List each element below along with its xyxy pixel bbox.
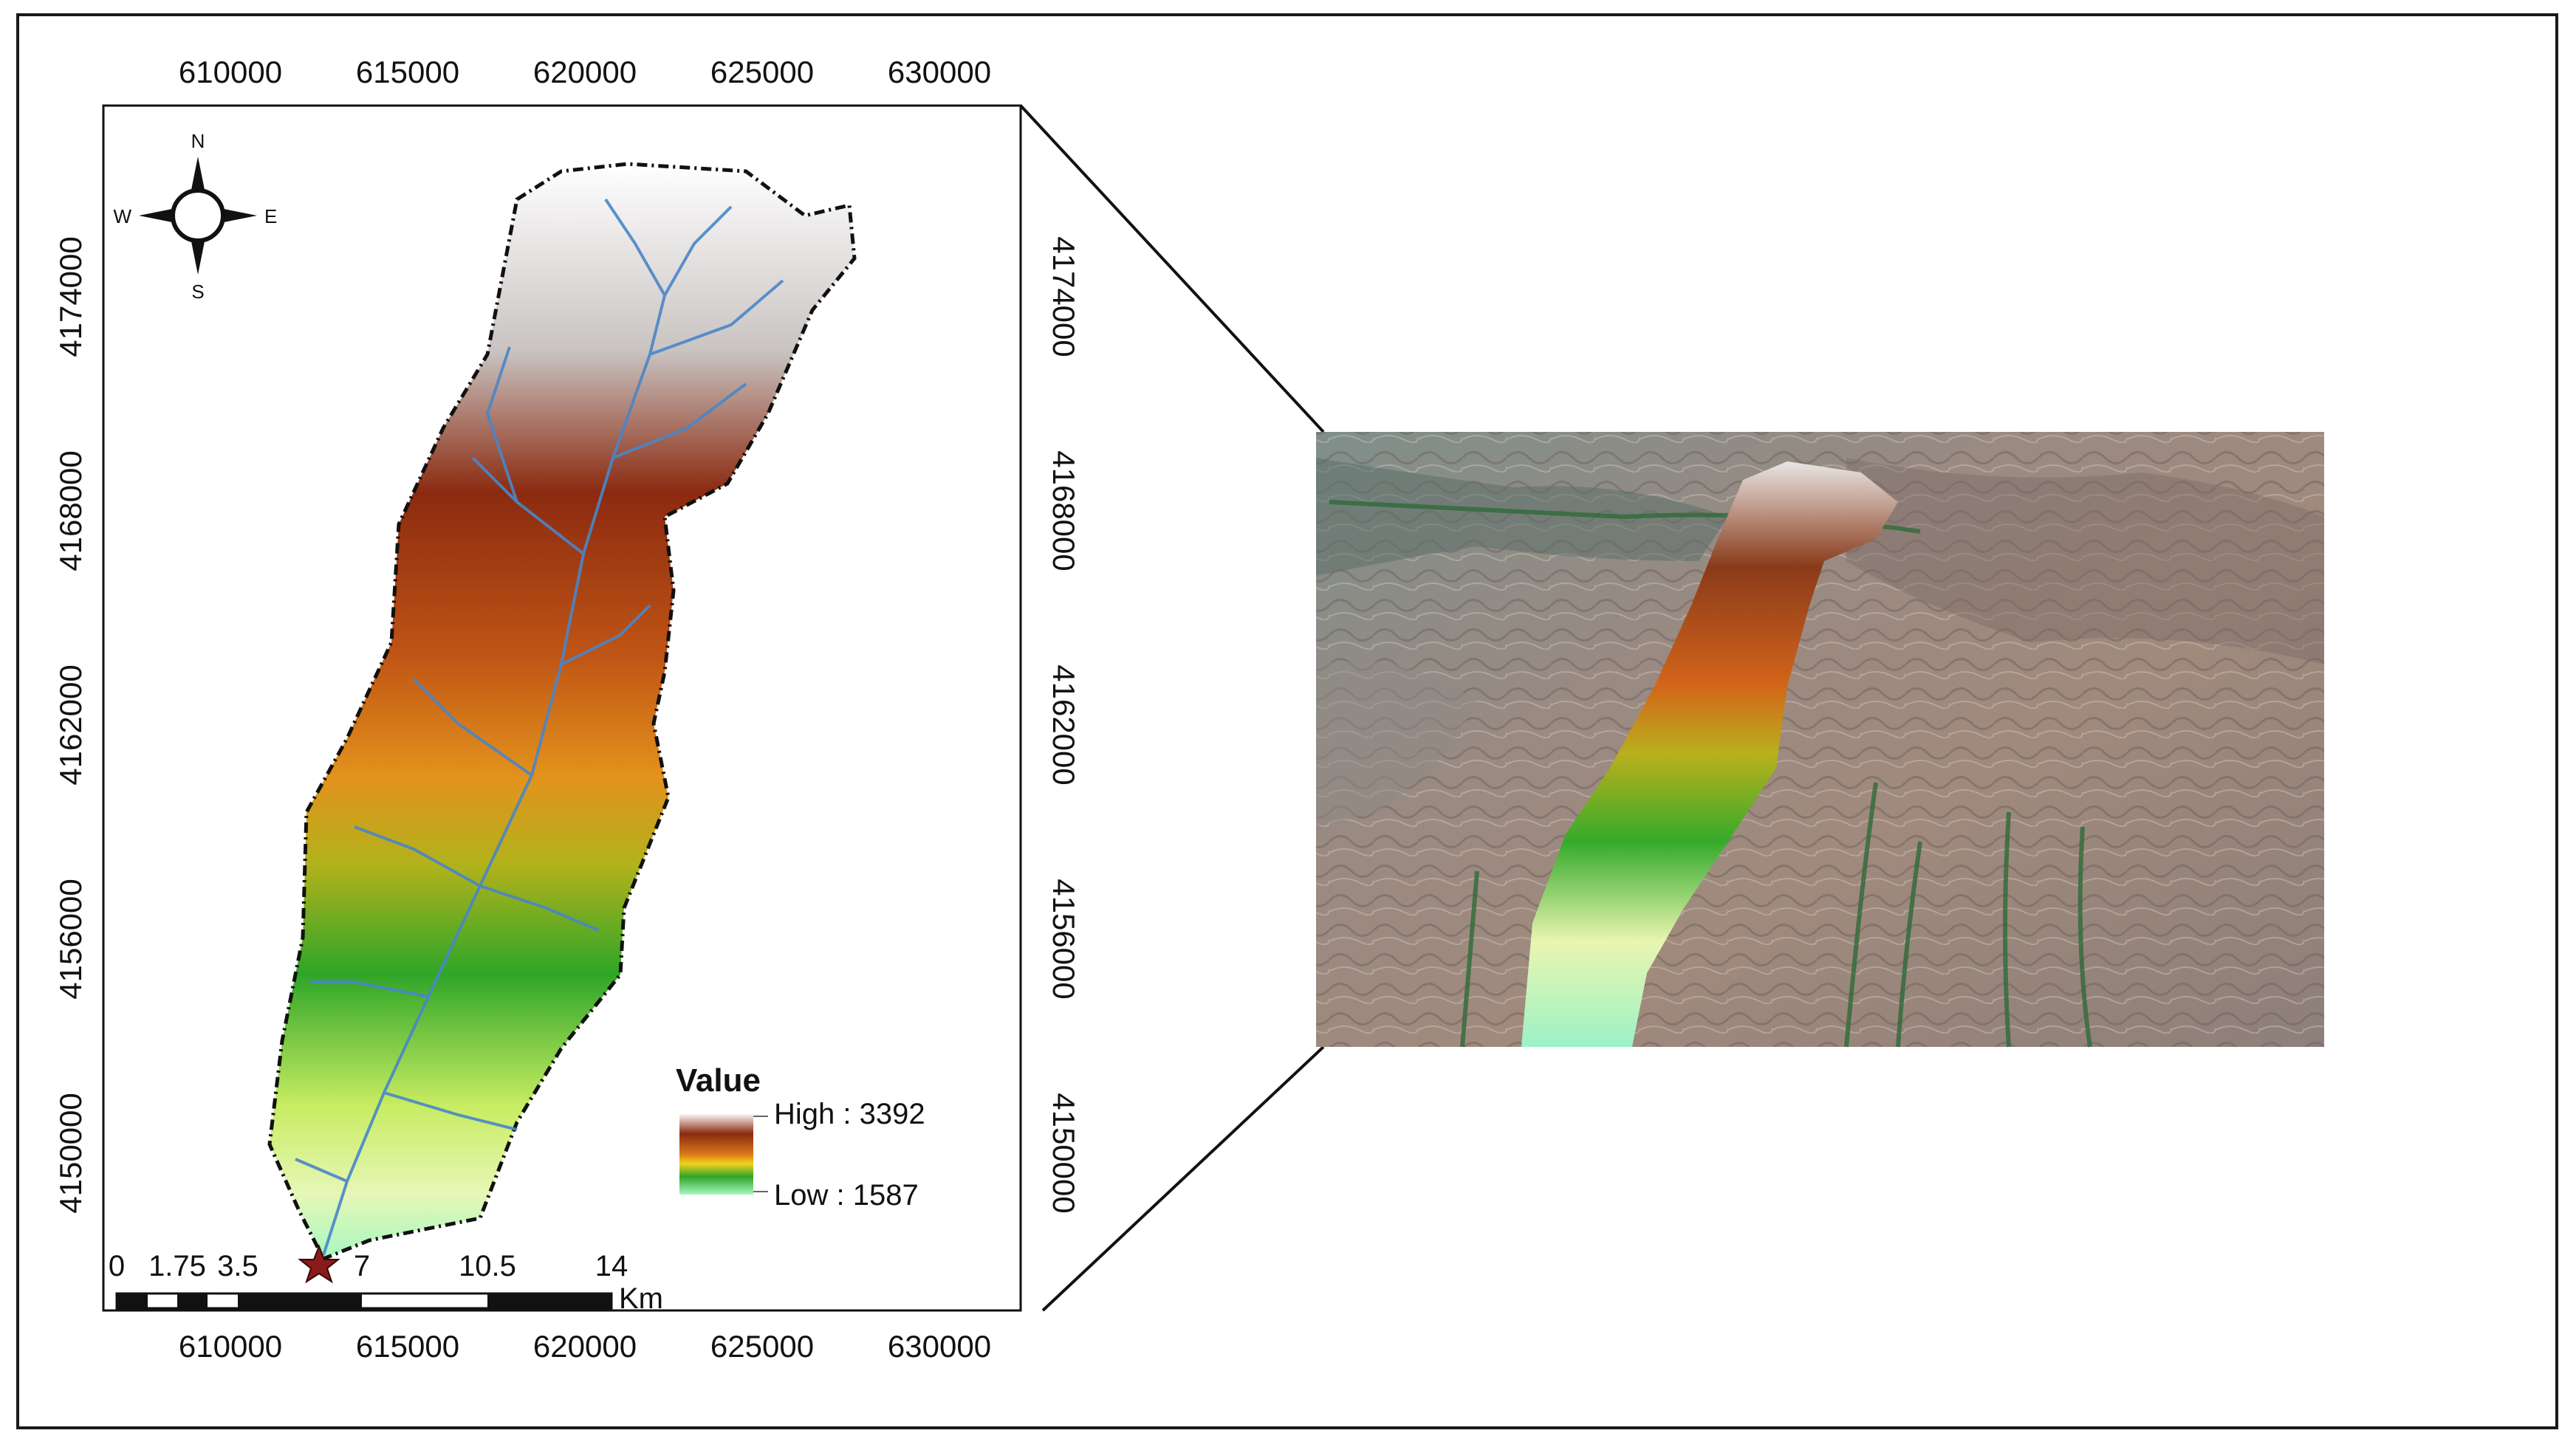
compass-e: E [264, 205, 277, 227]
scale-unit: Km [619, 1282, 663, 1315]
x-axis-top: 610000 615000 620000 625000 630000 [179, 55, 991, 89]
x-axis-bottom: 610000 615000 620000 625000 630000 [179, 1329, 991, 1364]
outlet-star-icon [298, 1244, 340, 1284]
y-tick-right: 4174000 [1046, 236, 1081, 357]
legend-title: Value [676, 1062, 761, 1099]
watershed-dem [267, 162, 857, 1262]
figure-frame [16, 13, 2558, 1429]
y-tick-right: 4162000 [1046, 664, 1081, 786]
legend-low-label: Low : 1587 [774, 1179, 919, 1212]
y-tick-right: 4168000 [1046, 450, 1081, 571]
inset-watershed-dem [1521, 461, 1898, 1047]
inset-connector [1019, 104, 1325, 1312]
y-tick-left: 4162000 [53, 664, 88, 786]
satellite-inset [1316, 432, 2324, 1048]
main-map: 610000 615000 620000 625000 630000 61000… [53, 55, 1081, 1364]
y-tick-left: 4156000 [53, 879, 88, 1000]
north-arrow-icon: N S E W [113, 130, 277, 303]
x-tick-bottom: 610000 [179, 1329, 282, 1364]
legend-high-label: High : 3392 [774, 1098, 925, 1130]
y-tick-left: 4168000 [53, 450, 88, 571]
y-tick-right: 4156000 [1046, 879, 1081, 1000]
compass-s: S [191, 281, 204, 303]
scale-label: 7 [354, 1250, 370, 1282]
x-tick-bottom: 625000 [710, 1329, 814, 1364]
y-tick-left: 4150000 [53, 1093, 88, 1214]
x-tick-top: 620000 [533, 55, 637, 89]
scale-bar: 0 1.75 3.5 7 10.5 14 Km [109, 1250, 663, 1315]
x-tick-top: 615000 [356, 55, 459, 89]
x-tick-bottom: 615000 [356, 1329, 459, 1364]
scale-label: 0 [109, 1250, 125, 1282]
x-tick-bottom: 630000 [888, 1329, 991, 1364]
y-axis-left: 4174000 4168000 4162000 4156000 4150000 [53, 236, 88, 1214]
compass-w: W [113, 205, 131, 227]
y-tick-left: 4174000 [53, 236, 88, 357]
y-axis-right: 4174000 4168000 4162000 4156000 4150000 [1046, 236, 1081, 1214]
stream-network [295, 198, 784, 1256]
x-tick-top: 610000 [179, 55, 282, 89]
y-tick-right: 4150000 [1046, 1093, 1081, 1214]
x-tick-bottom: 620000 [533, 1329, 637, 1364]
legend-color-ramp [679, 1113, 753, 1195]
scale-label: 14 [595, 1250, 628, 1282]
x-tick-top: 630000 [888, 55, 991, 89]
scale-label: 1.75 [148, 1250, 206, 1282]
scale-label: 10.5 [459, 1250, 516, 1282]
compass-n: N [191, 130, 205, 152]
scale-label: 3.5 [217, 1250, 258, 1282]
x-tick-top: 625000 [710, 55, 814, 89]
legend: Value High : 3392 Low : 1587 [676, 1062, 925, 1212]
